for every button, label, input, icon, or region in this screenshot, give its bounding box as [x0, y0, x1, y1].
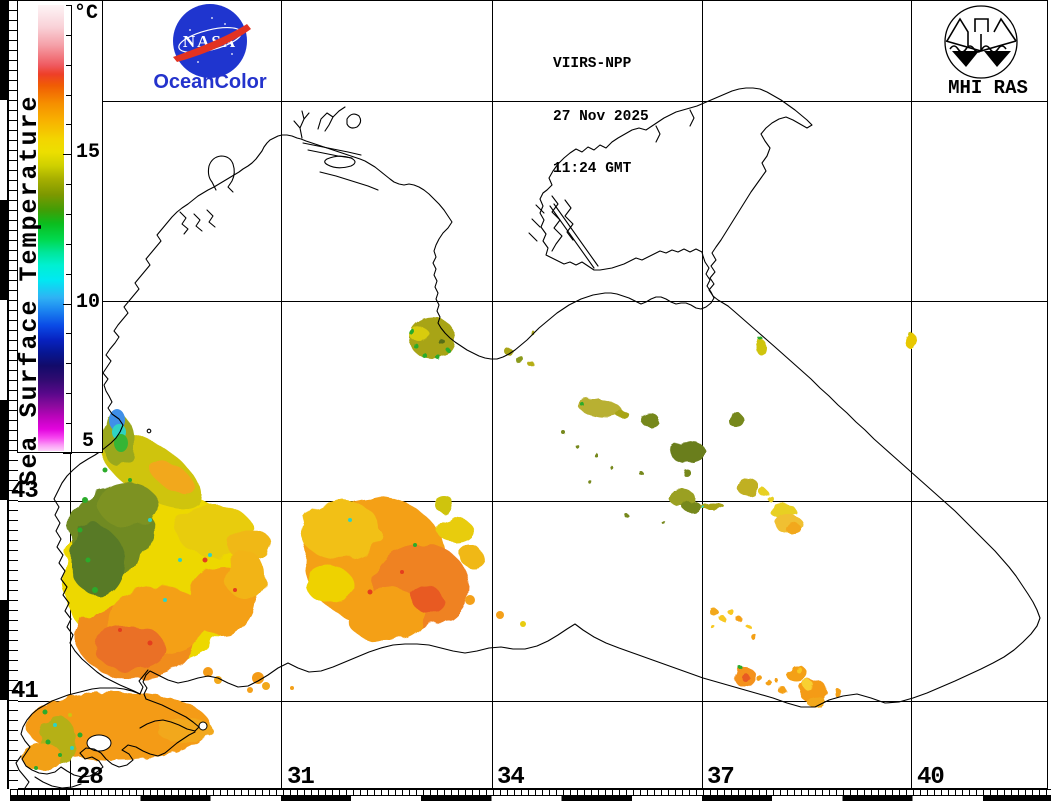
- scene-info: VIIRS-NPP 27 Nov 2025 11:24 GMT: [553, 21, 649, 214]
- longitude-ruler-ticks: [10, 789, 1051, 796]
- colorbar-tick-label-15: 15: [76, 141, 101, 164]
- coast-dardanelles: [15, 755, 82, 789]
- coast-dniester-liman: [207, 155, 235, 193]
- parallel-line-41n: [18, 701, 1047, 702]
- coast-dnieper-liman: [302, 142, 362, 159]
- coastline: [15, 87, 1041, 789]
- sst-patch-central-speckles: [348, 518, 526, 627]
- meridian-line-31e: [281, 1, 282, 788]
- sst-patch-crimea-west: [409, 317, 535, 367]
- colorbar-title: Sea Surface Temperature: [15, 94, 44, 486]
- latitude-ruler-ticks: [8, 0, 18, 789]
- colorbar: °C 15 10 5: [17, 0, 103, 454]
- nasa-oceancolor-logo[interactable]: NASA OceanColor: [150, 2, 270, 98]
- mhi-ras-logo[interactable]: MHI RAS: [938, 2, 1038, 99]
- sst-patch-west: [63, 414, 272, 678]
- svg-text:NASA: NASA: [183, 32, 237, 51]
- map-canvas: [17, 0, 1048, 789]
- scene-date: 27 Nov 2025: [553, 108, 649, 125]
- coast-dnieper-delta: [293, 106, 362, 139]
- latitude-ruler-bar: [0, 0, 8, 789]
- coast-west-north-crimea: [53, 134, 715, 695]
- colorbar-gradient: [38, 5, 64, 451]
- colorbar-tick-label-5: 5: [82, 430, 95, 453]
- parallel-line-45n: [18, 301, 1047, 302]
- coast-azov-spits: [655, 109, 695, 143]
- coast-tendra-spit: [319, 171, 379, 191]
- lat-label-41: 41: [11, 678, 39, 705]
- coast-yahorlyk-bay: [324, 155, 356, 169]
- coast-odessa-bays: [179, 209, 216, 235]
- colorbar-tick-label-10: 10: [76, 291, 101, 314]
- lon-label-28: 28: [76, 764, 104, 791]
- coast-azov: [539, 87, 813, 307]
- scene-satellite: VIIRS-NPP: [553, 56, 632, 72]
- meridian-line-40e: [911, 1, 912, 788]
- marmara-islands: [86, 721, 208, 752]
- lat-label-43: 43: [11, 478, 39, 505]
- coast-sivash: [528, 195, 574, 252]
- parallel-line-43n: [18, 501, 1047, 502]
- sst-patch-marmara-speckles: [34, 667, 294, 770]
- lon-label-34: 34: [497, 764, 525, 791]
- coast-caucasus-south: [145, 305, 1041, 708]
- coast-arabat-spit: [549, 203, 599, 269]
- meridian-line-37e: [702, 1, 703, 788]
- island-zmiinyi: [146, 428, 152, 434]
- mhi-emblem-icon: [944, 5, 1018, 79]
- longitude-ruler-bar: [10, 796, 1051, 801]
- meridian-line-34e: [492, 1, 493, 788]
- coast-marmara: [20, 687, 200, 778]
- nasa-logo-icon: NASA: [173, 4, 251, 78]
- colorbar-unit: °C: [74, 2, 99, 25]
- scene-time: 11:24 GMT: [553, 161, 632, 177]
- lon-label-40: 40: [917, 764, 945, 791]
- parallel-line-47n: [18, 101, 1047, 102]
- sst-patch-central: [300, 497, 482, 641]
- colorbar-axis: [71, 5, 72, 452]
- lon-label-31: 31: [287, 764, 315, 791]
- lon-label-37: 37: [707, 764, 735, 791]
- sst-patches-center-east: [561, 331, 917, 533]
- sst-patch-marmara: [22, 692, 213, 771]
- sst-patches-southeast: [710, 608, 842, 708]
- mhi-label: MHI RAS: [948, 77, 1028, 99]
- oceancolor-label: OceanColor: [153, 71, 267, 93]
- coast-bosphorus: [138, 669, 149, 700]
